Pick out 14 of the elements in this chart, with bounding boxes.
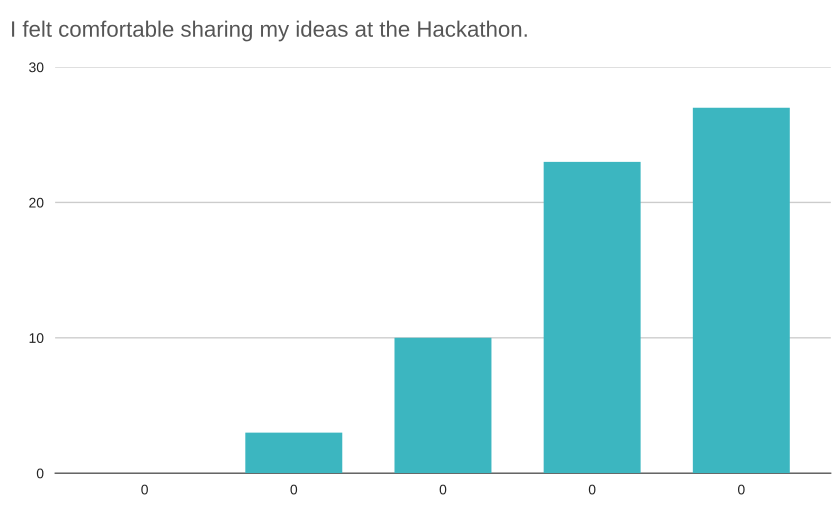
y-tick-label: 20	[29, 198, 44, 208]
x-tick-label: 0	[290, 484, 298, 494]
y-tick-label: 30	[29, 62, 44, 72]
x-tick-label: 0	[588, 484, 596, 494]
bar	[245, 432, 342, 474]
y-tick-label: 10	[30, 333, 44, 343]
bar	[394, 338, 492, 474]
bar	[692, 108, 790, 474]
x-tick-label: 0	[440, 484, 446, 494]
x-tick-label: 0	[738, 484, 745, 494]
x-tick-label: 0	[141, 484, 148, 494]
bar	[544, 162, 641, 474]
chart-title: I felt comfortable sharing my ideas at the Hackathon.	[12, 20, 527, 42]
y-tick-label: 0	[36, 468, 44, 478]
